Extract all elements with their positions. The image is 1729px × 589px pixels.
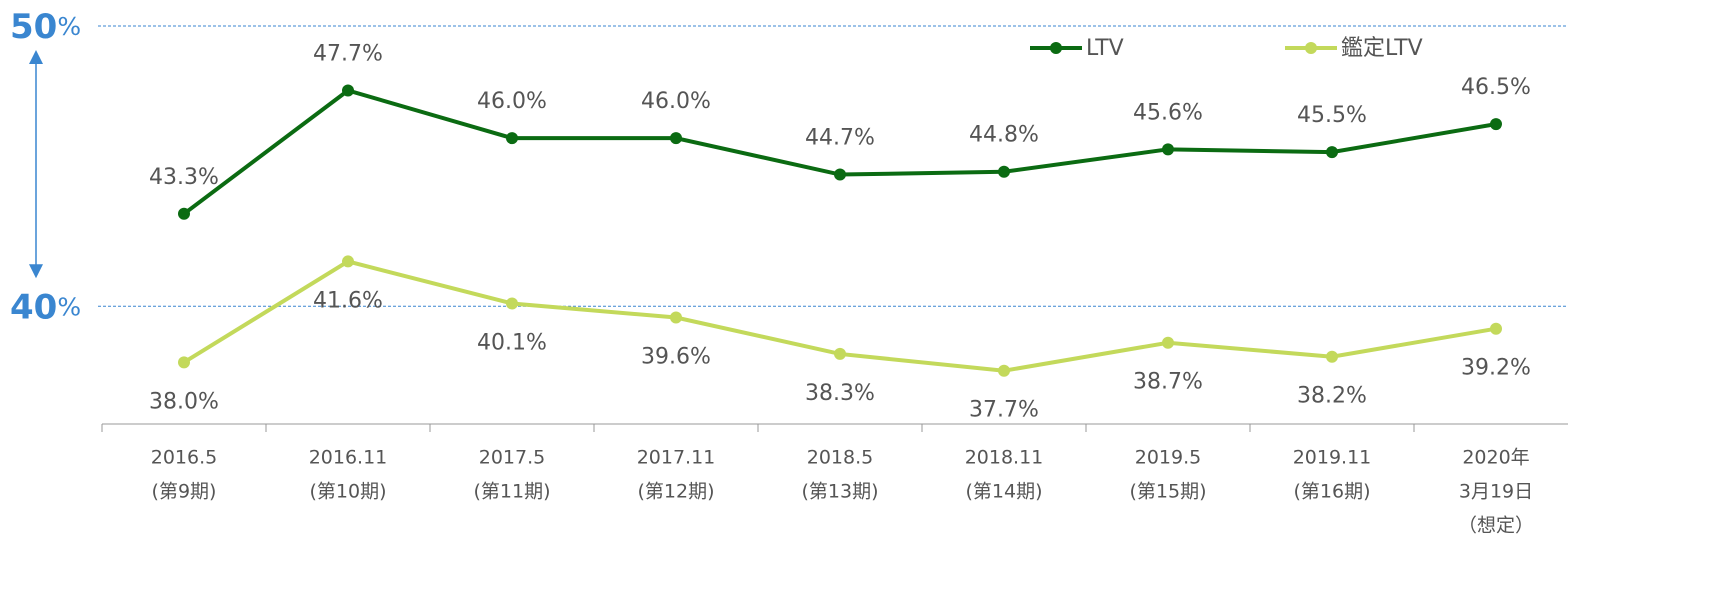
data-label: 38.0%: [149, 389, 219, 414]
data-point: [1490, 118, 1502, 131]
arrow-head: [29, 264, 43, 279]
legend-marker: [1050, 42, 1062, 54]
data-label: 39.6%: [641, 344, 711, 369]
data-point: [834, 168, 846, 181]
x-tick-label: 2017.11: [637, 447, 716, 469]
y-tick-unit: %: [57, 292, 81, 321]
x-tick-label: (第13期): [801, 481, 878, 503]
data-label: 45.5%: [1297, 103, 1367, 128]
arrow-head: [29, 50, 43, 64]
data-label: 44.7%: [805, 126, 875, 151]
data-point: [670, 132, 682, 145]
x-tick-label: 2019.5: [1135, 447, 1201, 469]
x-tick-label: 2020年: [1462, 447, 1529, 469]
y-tick-label: 50%: [10, 7, 81, 47]
x-tick-label: (第10期): [309, 481, 386, 503]
data-label: 37.7%: [969, 398, 1039, 423]
x-tick-label: (第14期): [965, 481, 1042, 503]
x-tick-label: (第11期): [473, 481, 550, 503]
data-label: 43.3%: [149, 165, 219, 190]
data-label: 46.5%: [1461, 75, 1531, 100]
data-label: 38.2%: [1297, 384, 1367, 409]
data-label: 47.7%: [313, 41, 383, 66]
data-label: 38.7%: [1133, 370, 1203, 395]
x-tick-label: 2019.11: [1293, 447, 1372, 469]
x-tick-label: 2017.5: [479, 447, 545, 469]
data-label: 46.0%: [477, 89, 547, 114]
y-tick-unit: %: [57, 12, 81, 41]
legend-label: LTV: [1086, 36, 1124, 61]
data-point: [1326, 350, 1338, 363]
x-tick-label: 3月19日: [1459, 481, 1533, 503]
data-point: [998, 165, 1010, 178]
data-label: 46.0%: [641, 89, 711, 114]
data-point: [342, 84, 354, 97]
data-point: [342, 255, 354, 268]
data-label: 44.8%: [969, 123, 1039, 148]
data-label: 39.2%: [1461, 356, 1531, 381]
data-point: [1326, 146, 1338, 159]
x-tick-label: (第12期): [637, 481, 714, 503]
x-tick-label: (第16期): [1293, 481, 1370, 503]
data-point: [1162, 143, 1174, 156]
x-tick-label: (第9期): [152, 481, 217, 503]
legend-label: 鑑定LTV: [1341, 36, 1423, 61]
y-tick-value: 50: [10, 7, 57, 47]
data-point: [834, 347, 846, 360]
data-point: [1162, 336, 1174, 349]
x-tick-label: （想定）: [1458, 515, 1534, 537]
x-tick-label: (第15期): [1129, 481, 1206, 503]
y-tick-label: 40%: [10, 287, 81, 327]
data-label: 45.6%: [1133, 100, 1203, 125]
x-tick-label: 2016.5: [151, 447, 217, 469]
y-tick-value: 40: [10, 287, 57, 327]
x-tick-label: 2016.11: [309, 447, 388, 469]
data-point: [506, 132, 518, 145]
data-point: [506, 297, 518, 310]
legend-marker: [1305, 42, 1317, 54]
data-point: [1490, 322, 1502, 335]
x-tick-label: 2018.5: [807, 447, 873, 469]
data-label: 40.1%: [477, 330, 547, 355]
data-label: 38.3%: [805, 381, 875, 406]
data-point: [178, 207, 190, 220]
data-point: [670, 311, 682, 324]
data-point: [998, 364, 1010, 377]
data-label: 41.6%: [313, 288, 383, 313]
x-tick-label: 2018.11: [965, 447, 1044, 469]
data-point: [178, 356, 190, 369]
